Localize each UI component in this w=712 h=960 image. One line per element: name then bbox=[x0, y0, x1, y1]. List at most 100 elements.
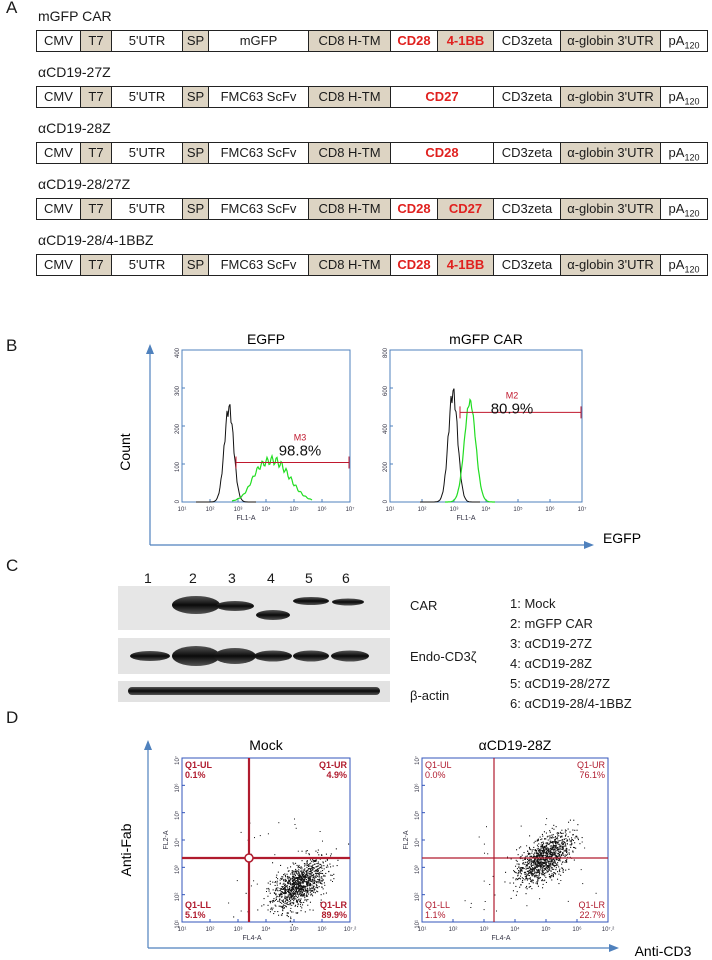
cd3z-band-lane-1 bbox=[130, 651, 170, 661]
panel-d-dotplots: Anti-Fab Anti-CD3 Mock 10¹ 10² 10³ 10⁴ 10⁵ 10⁶… bbox=[118, 737, 692, 959]
legend-entry: 3: αCD19-27Z bbox=[510, 636, 592, 651]
quadrant-ll-value: 1.1% bbox=[425, 910, 446, 920]
construct-segment: SP bbox=[183, 87, 209, 107]
histogram-x-tick: 10¹ bbox=[178, 507, 187, 513]
actin-band bbox=[128, 687, 380, 695]
construct-title: αCD19-28Z bbox=[38, 120, 111, 136]
dotplot-y-tick: 10³ bbox=[175, 865, 181, 874]
dotplot-y-tick: 10¹ bbox=[175, 920, 181, 929]
dotplot-x-tick: 10⁵ bbox=[541, 926, 551, 933]
panel-b-y-label: Count bbox=[117, 433, 133, 470]
gate-percent: 80.9% bbox=[491, 400, 534, 417]
dotplot-title: αCD19-28Z bbox=[479, 737, 552, 753]
lane-number: 2 bbox=[189, 570, 197, 586]
dotplot-x-tick: 10¹ bbox=[418, 927, 427, 933]
construct-map: CMV T7 5'UTR SP FMC63 ScFv CD8 H-TM CD27 CD3zet… bbox=[36, 86, 708, 108]
panel-b-y-arrow bbox=[146, 344, 154, 354]
dotplot-frame bbox=[181, 757, 351, 923]
construct-segment: CMV bbox=[37, 31, 81, 51]
construct-segment: 5'UTR bbox=[112, 87, 183, 107]
legend-entry: 2: mGFP CAR bbox=[510, 616, 593, 631]
histogram-y-tick: 0 bbox=[175, 499, 181, 503]
gate-marker: M3 bbox=[294, 432, 307, 442]
construct-segment: 5'UTR bbox=[112, 31, 183, 51]
histogram-x-tick: 10⁵ bbox=[289, 506, 299, 513]
dotplot-frame bbox=[421, 757, 609, 923]
dotplot-x-tick: 10⁴ bbox=[261, 926, 271, 933]
construct-segment: CD28 bbox=[391, 31, 438, 51]
dotplot-y-tick: 10⁷ bbox=[174, 756, 181, 765]
western-blot bbox=[118, 586, 390, 702]
gate-marker: M2 bbox=[506, 390, 519, 400]
panel-d-y-arrow bbox=[144, 740, 152, 750]
lane-number: 5 bbox=[305, 570, 313, 586]
panel-b-x-arrow bbox=[584, 541, 594, 549]
construct-segment: FMC63 ScFv bbox=[209, 143, 309, 163]
histogram-y-tick: 400 bbox=[175, 347, 181, 358]
construct-segment: FMC63 ScFv bbox=[209, 255, 309, 275]
cd3z-band-lane-5 bbox=[293, 650, 329, 662]
construct-segment: CD27 bbox=[438, 199, 494, 219]
histogram-y-tick: 800 bbox=[383, 347, 389, 358]
dotplot-x-tick: 10⁶ bbox=[317, 926, 327, 933]
lane-number: 1 bbox=[144, 570, 152, 586]
blot-label-cd3z: Endo-CD3ζ bbox=[410, 649, 477, 664]
legend-entry: 6: αCD19-28/4-1BBZ bbox=[510, 696, 632, 711]
dotplot-y-tick: 10¹ bbox=[415, 920, 421, 929]
dotplot-x-tick: 10⁵ bbox=[289, 926, 299, 933]
histogram-x-tick: 10² bbox=[418, 507, 427, 513]
panel-b-histograms: Count EGFP EGFP 0 100 200 300 400 10¹ 10² 10³ 10⁴… bbox=[117, 331, 641, 549]
construct-segment: pA120 bbox=[668, 33, 700, 51]
quadrant-ur-name: Q1-UR bbox=[319, 760, 348, 770]
histogram-x-tick: 10⁷ bbox=[578, 506, 587, 513]
histogram-x-tick: 10¹ bbox=[386, 507, 395, 513]
construct-segment: CD8 H-TM bbox=[309, 87, 391, 107]
dotplot-x-tick: 10⁶ bbox=[572, 926, 582, 933]
histogram-title: mGFP CAR bbox=[449, 331, 523, 347]
construct-segment: 4-1BB bbox=[438, 31, 494, 51]
quadrant-lr-name: Q1-LR bbox=[320, 900, 348, 910]
quadrant-ur-value: 76.1% bbox=[579, 770, 605, 780]
dotplot-x-tick: 10² bbox=[206, 927, 215, 933]
car-band-lane-4 bbox=[256, 610, 290, 620]
dotplot-y-tick: 10⁶ bbox=[414, 783, 421, 793]
construct-title: αCD19-27Z bbox=[38, 64, 111, 80]
dotplot-x-tick: 10¹ bbox=[178, 927, 187, 933]
histogram-y-tick: 400 bbox=[383, 423, 389, 434]
quadrant-handle bbox=[244, 853, 254, 863]
histogram-frame bbox=[389, 349, 583, 503]
construct-segment: CD8 H-TM bbox=[309, 31, 391, 51]
construct-segment: SP bbox=[183, 255, 209, 275]
legend-entry: 4: αCD19-28Z bbox=[510, 656, 592, 671]
blot-label-actin: β-actin bbox=[410, 688, 450, 703]
construct-segment: T7 bbox=[81, 255, 112, 275]
construct-segment: pA120 bbox=[668, 89, 700, 107]
construct-segment: CD28 bbox=[391, 255, 438, 275]
panel-d-y-label: Anti-Fab bbox=[118, 823, 134, 876]
car-band-lane-3 bbox=[216, 601, 254, 611]
dotplot-y-tick: 10⁵ bbox=[414, 810, 421, 820]
dotplot-y-tick: 10² bbox=[175, 893, 181, 902]
construct-map: CMV T7 5'UTR SP FMC63 ScFv CD8 H-TM CD28 CD27 CD… bbox=[36, 198, 708, 220]
dotplot-y-tick: 10⁵ bbox=[174, 810, 181, 820]
lane-number: 4 bbox=[267, 570, 275, 586]
construct-segment: CD28 bbox=[391, 143, 494, 163]
car-band-lane-5 bbox=[293, 597, 329, 605]
construct-segment: pA120 bbox=[668, 145, 700, 163]
construct-segment: mGFP bbox=[209, 31, 309, 51]
construct-segment: CMV bbox=[37, 255, 81, 275]
construct-segment: 5'UTR bbox=[112, 199, 183, 219]
histogram-y-tick: 100 bbox=[175, 461, 181, 472]
construct-segment: CD3zeta bbox=[494, 87, 561, 107]
cd3z-band-lane-4 bbox=[254, 650, 292, 662]
gfp-histogram-trace bbox=[231, 453, 313, 502]
construct-segment: α-globin 3'UTR bbox=[561, 143, 661, 163]
construct-segment: T7 bbox=[81, 31, 112, 51]
construct-segment: CD3zeta bbox=[494, 143, 561, 163]
construct-segment: T7 bbox=[81, 87, 112, 107]
quadrant-ll-name: Q1-LL bbox=[185, 900, 212, 910]
quadrant-ur-value: 4.9% bbox=[326, 770, 347, 780]
dotplot-acd19-28z: αCD19-28Z 10¹ 10² 10³ 10⁴ 10⁵ 10⁶ 10⁷.² 10¹ 10² 10… bbox=[403, 737, 614, 942]
mock-histogram-trace bbox=[196, 404, 256, 503]
dotplot-title: Mock bbox=[249, 737, 283, 753]
